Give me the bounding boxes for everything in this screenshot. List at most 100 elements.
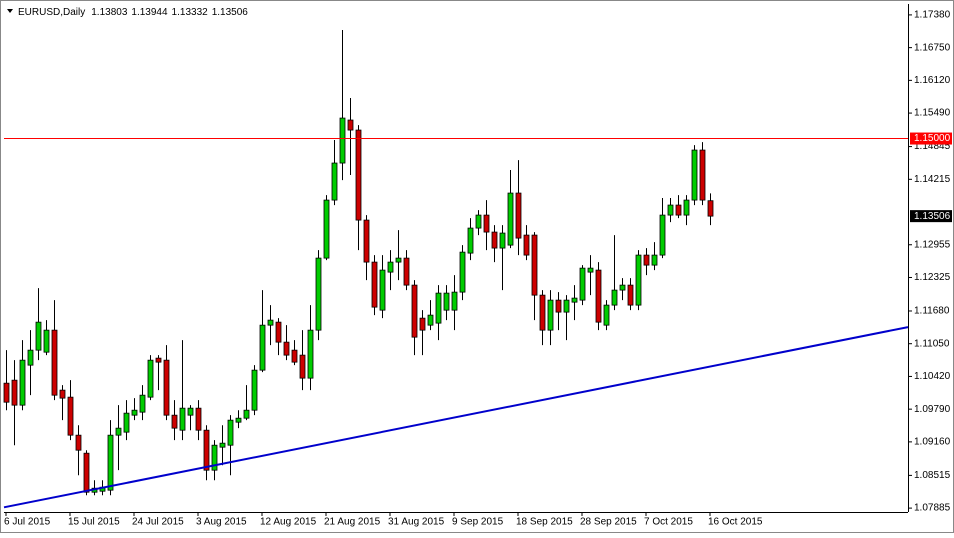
candle-body <box>659 214 666 256</box>
header-value: 1.13332 <box>172 7 209 18</box>
candle-body <box>211 444 218 471</box>
candle-body <box>155 357 162 363</box>
price-label-box <box>910 132 952 145</box>
y-tick-label: 1.16750 <box>914 42 951 53</box>
candle-body <box>43 329 50 353</box>
candle-body <box>499 232 506 249</box>
candle-body <box>291 349 298 363</box>
candle-body <box>347 119 354 131</box>
candle-body <box>699 149 706 201</box>
x-tick-label: 6 Jul 2015 <box>4 517 51 528</box>
candle-body <box>139 394 146 413</box>
candle-body <box>203 429 210 471</box>
candle-body <box>635 254 642 306</box>
y-tick-label: 1.09790 <box>914 404 951 415</box>
header-value: 1.13803 <box>91 7 128 18</box>
candle-body <box>611 289 618 306</box>
trendline <box>3 326 909 509</box>
header-value: 1.13944 <box>131 7 168 18</box>
candle-body <box>571 297 578 303</box>
y-tick-label: 1.15490 <box>914 108 951 119</box>
y-tick-label: 1.12955 <box>914 239 951 250</box>
candle-body <box>163 359 170 416</box>
candle-body <box>435 292 442 324</box>
candle-body <box>339 117 346 164</box>
y-tick-label: 1.14845 <box>914 141 951 152</box>
y-tick-label: 1.11050 <box>914 338 950 349</box>
candle-body <box>107 434 114 491</box>
candle-body <box>483 214 490 233</box>
candle-body <box>19 359 26 406</box>
candle-body <box>35 321 42 351</box>
candle-body <box>547 299 554 331</box>
candle-body <box>51 329 58 396</box>
candle-body <box>323 199 330 259</box>
candle-body <box>603 304 610 326</box>
x-tick-label: 15 Jul 2015 <box>68 517 120 528</box>
header-value: 1.13506 <box>212 7 249 18</box>
chart-header: EURUSD,Daily 1.13803 1.13944 1.13332 1.13506 <box>18 7 248 18</box>
candle-body <box>619 284 626 291</box>
candle-body <box>75 434 82 451</box>
candle-body <box>539 294 546 331</box>
current-price-box <box>910 210 952 223</box>
candle-body <box>507 192 514 246</box>
candle-body <box>355 129 362 221</box>
current-price-label: 1.13506 <box>914 211 951 222</box>
candle-body <box>683 199 690 216</box>
symbol: EURUSD,Daily <box>18 7 85 18</box>
y-tick-label: 1.09160 <box>914 437 951 448</box>
candle-body <box>195 407 202 431</box>
candle-body <box>651 254 658 266</box>
candle-body <box>691 149 698 201</box>
y-tick-label: 1.08515 <box>914 470 951 481</box>
candle-body <box>283 341 290 356</box>
candle-body <box>267 319 274 326</box>
x-tick-label: 3 Aug 2015 <box>196 517 247 528</box>
candle-body <box>67 396 74 436</box>
candle-body <box>363 219 370 263</box>
candle-body <box>83 452 90 493</box>
candle-body <box>627 284 634 306</box>
x-tick-label: 24 Jul 2015 <box>132 517 184 528</box>
candle-body <box>403 257 410 286</box>
candle-body <box>179 407 186 431</box>
candle-body <box>275 321 282 343</box>
candle-body <box>243 409 250 419</box>
x-tick-label: 21 Aug 2015 <box>324 517 381 528</box>
candle-body <box>387 261 394 273</box>
candle-body <box>643 254 650 266</box>
candle-body <box>331 162 338 201</box>
candle-body <box>27 349 34 366</box>
candle-body <box>491 231 498 249</box>
candle-body <box>419 317 426 331</box>
x-tick-label: 31 Aug 2015 <box>388 517 445 528</box>
y-tick-label: 1.07885 <box>914 503 951 514</box>
candle-body <box>59 389 66 399</box>
x-tick-label: 18 Sep 2015 <box>516 517 573 528</box>
candle-body <box>443 292 450 311</box>
candle-body <box>219 442 226 448</box>
x-tick-label: 7 Oct 2015 <box>644 517 693 528</box>
candle-body <box>147 359 154 398</box>
candle-body <box>675 204 682 216</box>
candle-body <box>131 409 138 416</box>
candle-body <box>187 407 194 416</box>
candle-body <box>427 314 434 326</box>
x-tick-label: 12 Aug 2015 <box>260 517 317 528</box>
candle-body <box>259 324 266 371</box>
x-tick-label: 16 Oct 2015 <box>708 517 763 528</box>
candle-body <box>123 412 130 433</box>
candle-body <box>515 192 522 239</box>
candle-body <box>371 261 378 308</box>
candle-body <box>3 382 10 403</box>
price-label: 1.15000 <box>914 133 951 144</box>
y-tick-label: 1.10420 <box>914 371 951 382</box>
candle-body <box>299 354 306 379</box>
candle-body <box>707 200 714 217</box>
candle-body <box>523 234 530 256</box>
y-tick-label: 1.14215 <box>914 174 951 185</box>
